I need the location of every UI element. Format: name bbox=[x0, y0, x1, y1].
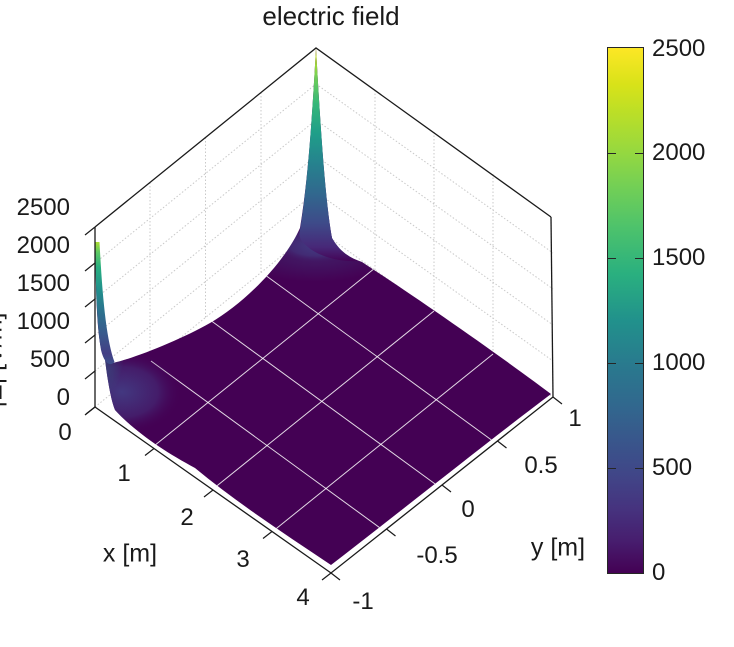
floor-gridlines bbox=[150, 267, 498, 534]
colorbar-tick-1500: 1500 bbox=[652, 244, 706, 271]
y-tick-05: 0.5 bbox=[524, 452, 558, 479]
colorbar-tick-mark bbox=[635, 257, 643, 259]
colorbar-tick-500: 500 bbox=[652, 454, 693, 481]
x-tick-0: 0 bbox=[58, 419, 72, 446]
x-tick-3: 3 bbox=[236, 546, 250, 573]
surface-base bbox=[95, 48, 551, 565]
colorbar-tick-mark bbox=[608, 467, 616, 469]
y-axis-label: y [m] bbox=[530, 533, 586, 562]
colorbar-tick-0: 0 bbox=[652, 559, 666, 586]
z-tick-1500: 1500 bbox=[16, 270, 70, 297]
colorbar-tick-mark bbox=[608, 257, 616, 259]
z-tick-2500: 2500 bbox=[16, 194, 70, 221]
colorbar-tick-mark bbox=[635, 467, 643, 469]
z-tick-1000: 1000 bbox=[16, 308, 70, 335]
charge-spike-left bbox=[95, 242, 115, 365]
y-tick-0: 0 bbox=[461, 496, 475, 523]
y-tick-neg1: -1 bbox=[352, 588, 374, 615]
colorbar-tick-1000: 1000 bbox=[652, 349, 706, 376]
axis-tick-marks bbox=[84, 226, 563, 581]
axes-box-edges bbox=[94, 47, 554, 574]
colorbar-tick-mark bbox=[635, 152, 643, 154]
y-tick-neg05: -0.5 bbox=[416, 542, 458, 569]
x-axis-label: x [m] bbox=[102, 539, 158, 568]
chart-title: electric field bbox=[262, 1, 400, 31]
colorbar-tick-2500: 2500 bbox=[652, 35, 706, 62]
colorbar-tick-mark bbox=[608, 362, 616, 364]
z-tick-500: 500 bbox=[29, 346, 70, 373]
x-tick-2: 2 bbox=[180, 504, 194, 531]
z-tick-2000: 2000 bbox=[16, 232, 70, 259]
colorbar-tick-mark bbox=[635, 362, 643, 364]
colorbar-tick-2000: 2000 bbox=[652, 139, 706, 166]
z-tick-0: 0 bbox=[56, 384, 70, 411]
y-tick-1: 1 bbox=[568, 405, 582, 432]
x-tick-1: 1 bbox=[117, 460, 131, 487]
x-tick-4: 4 bbox=[296, 584, 310, 611]
colorbar bbox=[607, 47, 644, 574]
colorbar-tick-mark bbox=[608, 152, 616, 154]
charge-spike-back bbox=[299, 48, 358, 262]
